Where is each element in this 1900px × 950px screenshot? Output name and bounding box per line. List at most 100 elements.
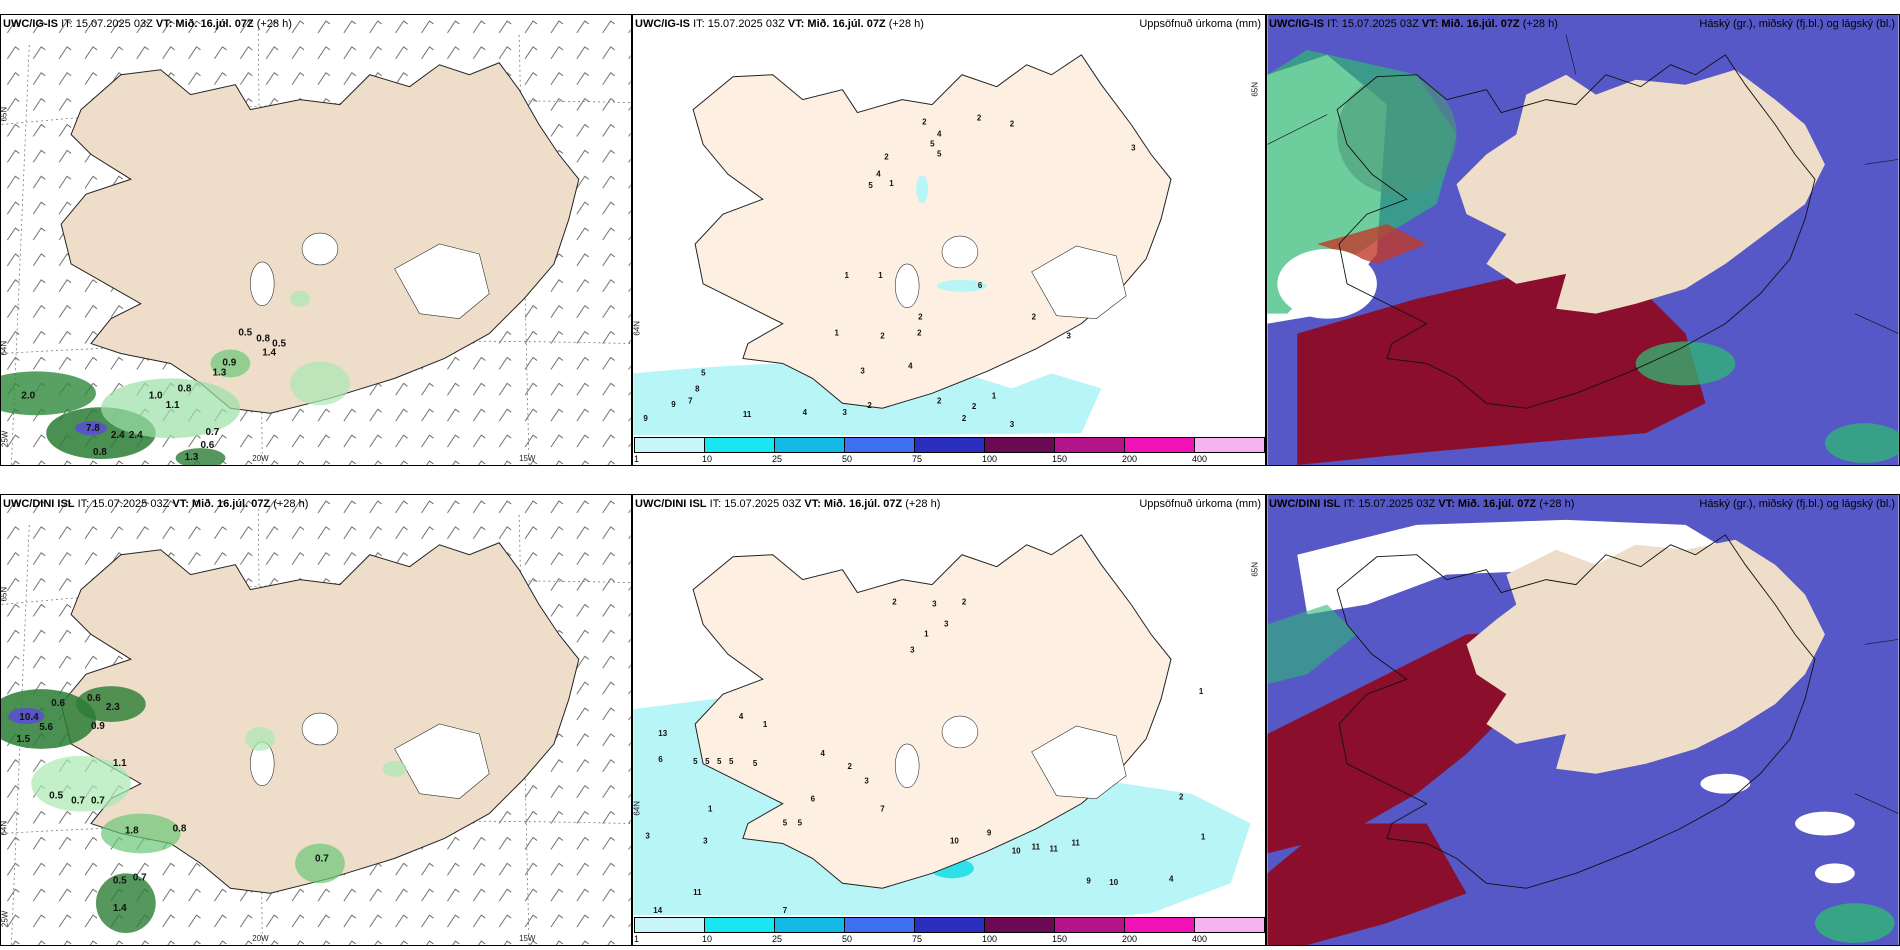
- precip-value-label: 3: [842, 408, 847, 417]
- precip-value-label: 2.3: [106, 702, 120, 713]
- precip-value-label: 4: [876, 169, 881, 178]
- precip-value-label: 1.0: [149, 390, 163, 401]
- precip-value-label: 13: [658, 729, 667, 738]
- lat-label: 64N: [633, 801, 641, 816]
- lat-label: 64N: [1, 821, 8, 836]
- panel-header: UWC/IG-IS IT: 15.07.2025 03Z VT: Mið. 16…: [1269, 18, 1558, 30]
- colorbar-segment: [914, 917, 985, 933]
- precip-value-label: 6: [811, 795, 816, 804]
- panel-field-title: Háský (gr.), miðský (fj.bl.) og lágský (…: [1699, 18, 1895, 30]
- lat-label: 65N: [1, 587, 8, 602]
- precip-value-label: 2: [922, 118, 927, 127]
- precip-value-label: 9: [1086, 876, 1091, 885]
- colorbar-segment: [1194, 437, 1265, 453]
- precip-value-label: 1: [844, 271, 849, 280]
- lon-label: 20W: [252, 454, 269, 463]
- colorbar-tick: 100: [982, 454, 998, 464]
- lat-label: 64N: [1, 341, 8, 356]
- colorbar-segment: [1124, 437, 1195, 453]
- precip-value-label: 6: [978, 281, 983, 290]
- precip-value-label: 3: [1066, 332, 1071, 341]
- panel-igis-clouds: UWC/IG-IS IT: 15.07.2025 03Z VT: Mið. 16…: [1266, 14, 1900, 466]
- precip-value-label: 11: [743, 410, 752, 419]
- colorbar-tick: 200: [1122, 454, 1138, 464]
- colorbar-segment: [634, 917, 705, 933]
- lon-label: 25W: [1, 910, 9, 927]
- colorbar-tick: 75: [912, 454, 923, 464]
- precip-value-label: 0.7: [71, 796, 85, 807]
- precip-value-label: 3: [860, 366, 865, 375]
- precip-value-label: 2: [867, 401, 872, 410]
- precip-value-label: 2: [962, 414, 967, 423]
- precip-value-label: 0.7: [91, 796, 105, 807]
- colorbar-segment: [774, 437, 845, 453]
- colorbar-tick: 75: [912, 934, 923, 944]
- precip-value-label: 3: [864, 777, 869, 786]
- lat-label: 65N: [1251, 82, 1260, 97]
- precip-value-label: 2: [962, 598, 967, 607]
- colorbar-segment: [1124, 917, 1195, 933]
- precip-value-label: 0.8: [173, 824, 187, 835]
- map-iceland-precip: 2 3 2 3 1 3 4 1 13 6 5 5 5 5 5 4 2 3 6 5…: [633, 495, 1265, 945]
- precip-value-label: 2.4: [111, 430, 125, 441]
- precip-value-label: 1.4: [262, 347, 276, 358]
- lon-label: 25W: [1, 430, 9, 447]
- precip-value-label: 1: [992, 391, 997, 400]
- precip-value-label: 3: [944, 619, 949, 628]
- colorbar-segment: [1054, 437, 1125, 453]
- precip-value-label: 3: [703, 836, 708, 845]
- precip-value-label: 2: [972, 402, 977, 411]
- precip-value-label: 2: [918, 313, 923, 322]
- panel-header: UWC/DINI ISL IT: 15.07.2025 03Z VT: Mið.…: [3, 498, 309, 510]
- colorbar-tick: 25: [772, 934, 783, 944]
- precip-value-label: 3: [645, 831, 650, 840]
- colorbar-tick: 400: [1192, 934, 1208, 944]
- colorbar-segment: [634, 437, 705, 453]
- precip-value-label: 0.6: [87, 693, 101, 704]
- precip-value-label: 2: [1032, 313, 1037, 322]
- precip-value-label: 7: [783, 906, 788, 915]
- precip-value-label: 4: [739, 712, 744, 721]
- panel-dini-clouds: UWC/DINI ISL IT: 15.07.2025 03Z VT: Mið.…: [1266, 494, 1900, 946]
- precip-value-label: 11: [1071, 838, 1080, 847]
- precip-value-label: 3: [910, 645, 915, 654]
- precip-value-label: 1: [763, 720, 768, 729]
- precip-colorbar: 1 10 25 50 75 100 150 200 400: [633, 435, 1265, 465]
- precip-value-label: 3: [932, 600, 937, 609]
- precip-value-label: 1: [835, 329, 840, 338]
- panel-igis-wind: UWC/IG-IS IT: 15.07.2025 03Z VT: Mið. 16…: [0, 14, 632, 466]
- precip-value-label: 1: [1201, 832, 1206, 841]
- precip-value-label: 2: [937, 396, 942, 405]
- colorbar-tick: 10: [702, 454, 713, 464]
- precip-value-label: 5: [701, 368, 706, 377]
- precip-value-label: 9: [987, 828, 992, 837]
- map-iceland-precip: 2 2 2 4 5 5 2 4 1 5 3 1 1 6 2 2 2 1 2 3 …: [633, 15, 1265, 465]
- precip-value-label: 5: [930, 139, 935, 148]
- colorbar-segment: [704, 437, 775, 453]
- precip-value-label: 0.5: [49, 791, 63, 802]
- precip-value-label: 8: [695, 384, 700, 393]
- colorbar-tick: 25: [772, 454, 783, 464]
- precip-value-label: 2: [917, 329, 922, 338]
- precip-value-label: 10: [1109, 878, 1118, 887]
- colorbar-tick: 1: [634, 934, 640, 944]
- precip-value-label: 2.0: [21, 390, 35, 401]
- colorbar-tick: 200: [1122, 934, 1138, 944]
- colorbar-segment: [704, 917, 775, 933]
- precip-value-label: 1: [708, 805, 713, 814]
- map-iceland-clouds: [1267, 495, 1899, 945]
- precip-value-label: 7: [880, 805, 885, 814]
- precip-value-label: 3: [1131, 143, 1136, 152]
- lon-label: 15W: [519, 934, 536, 943]
- colorbar-tick: 100: [982, 934, 998, 944]
- colorbar-tick: 150: [1052, 934, 1068, 944]
- precip-value-label: 7.8: [86, 423, 100, 434]
- precip-value-label: 5.6: [39, 722, 53, 733]
- colorbar-segment: [844, 437, 915, 453]
- precip-value-label: 1: [889, 179, 894, 188]
- panel-field-title: Háský (gr.), miðský (fj.bl.) og lágský (…: [1699, 498, 1895, 510]
- precip-value-label: 9: [671, 400, 676, 409]
- panel-dini-wind: UWC/DINI ISL IT: 15.07.2025 03Z VT: Mið.…: [0, 494, 632, 946]
- lon-label: 15W: [519, 454, 536, 463]
- colorbar-segment: [914, 437, 985, 453]
